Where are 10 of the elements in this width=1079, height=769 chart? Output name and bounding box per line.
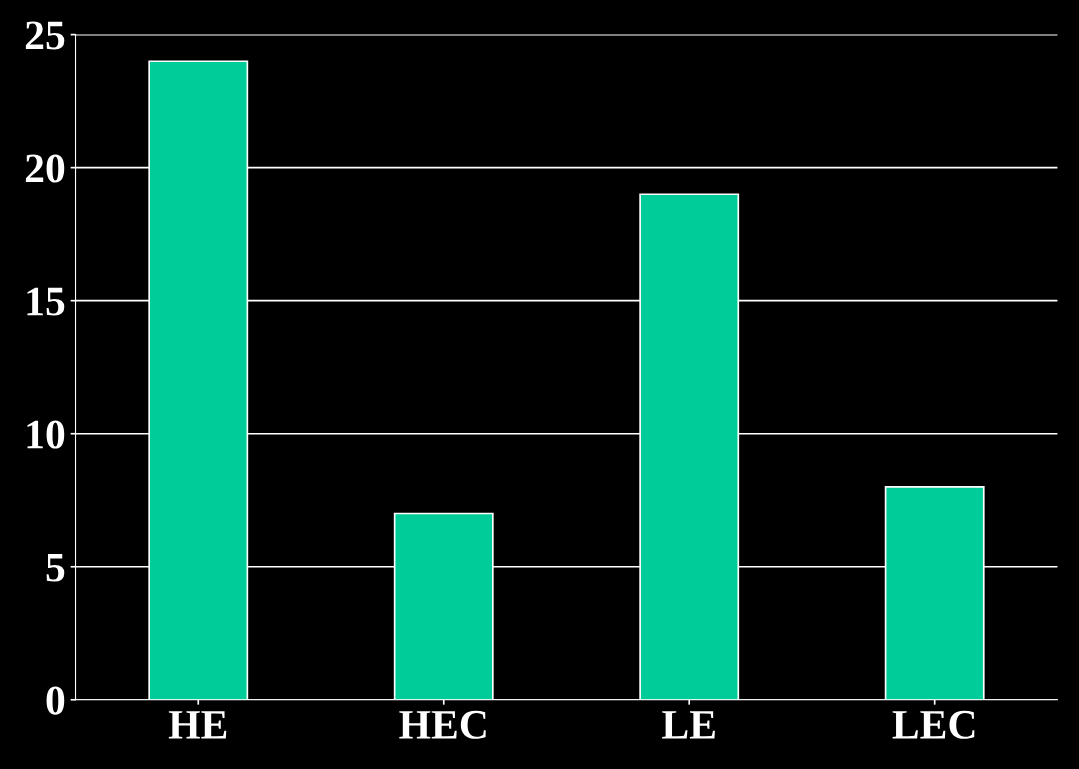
x-tick-label: HEC <box>399 710 486 739</box>
x-tick-label: LEC <box>892 710 975 739</box>
y-tick-label: 15 <box>27 287 65 316</box>
y-tick-label: 20 <box>25 154 65 183</box>
y-tick-label: 5 <box>46 553 65 582</box>
y-tick-label: 0 <box>46 686 65 715</box>
x-tick-label: HE <box>168 711 227 739</box>
y-tick-label: 10 <box>27 420 65 449</box>
y-tick-label: 25 <box>25 21 65 50</box>
x-tick-label: LE <box>662 711 715 739</box>
